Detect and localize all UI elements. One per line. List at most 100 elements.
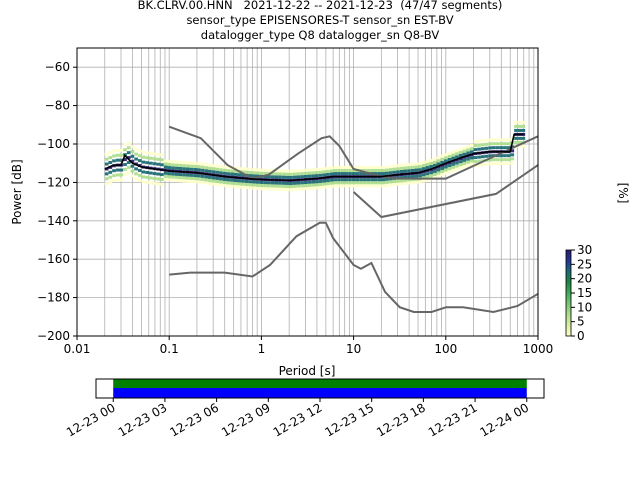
heatmap-cell xyxy=(362,172,367,176)
heatmap-cell xyxy=(484,146,489,150)
heatmap-cell xyxy=(373,178,378,182)
heatmap-cell xyxy=(348,172,352,176)
heatmap-cell xyxy=(410,162,415,166)
heatmap-cell xyxy=(149,176,153,180)
heatmap-cell xyxy=(130,159,135,163)
heatmap-cell xyxy=(488,142,492,146)
heatmap-cell xyxy=(137,149,142,153)
heatmap-cell xyxy=(373,184,378,188)
heatmap-cell xyxy=(322,185,327,189)
heatmap-cell xyxy=(359,172,363,176)
heatmap-cell xyxy=(171,172,175,176)
heatmap-cell xyxy=(281,181,286,185)
heatmap-cell xyxy=(359,178,363,182)
heatmap-cell xyxy=(410,165,415,169)
heatmap-cell xyxy=(163,162,168,166)
heatmap-cell xyxy=(318,167,323,171)
heatmap-cell xyxy=(178,179,183,183)
heatmap-cell xyxy=(359,184,363,188)
heatmap-cell xyxy=(506,146,511,150)
timeline-tick-label: 12-23 12 xyxy=(271,400,325,439)
heatmap-cell xyxy=(344,178,349,182)
heatmap-cell xyxy=(211,164,216,168)
heatmap-cell xyxy=(480,163,485,167)
noise-models xyxy=(168,125,539,314)
heatmap-cell xyxy=(182,167,186,171)
heatmap-cell xyxy=(466,157,470,161)
heatmap-cell xyxy=(407,166,411,170)
heatmap-cell xyxy=(215,164,220,168)
heatmap-cell xyxy=(200,181,205,185)
heatmap-cell xyxy=(185,161,190,165)
heatmap-cell xyxy=(185,164,190,168)
heatmap-cell xyxy=(462,152,467,156)
heatmap-cell xyxy=(466,163,470,167)
heatmap-cell xyxy=(418,180,422,184)
heatmap-cell xyxy=(278,169,282,173)
heatmap-cell xyxy=(521,136,526,140)
heatmap-cell xyxy=(348,181,352,185)
heatmap-cell xyxy=(174,172,179,176)
heatmap-cell xyxy=(340,168,345,172)
heatmap-cell xyxy=(259,171,264,175)
heatmap-cell xyxy=(514,120,518,124)
heatmap-cell xyxy=(351,172,356,176)
heatmap-cell xyxy=(307,180,312,184)
heatmap-cell xyxy=(307,171,312,175)
heatmap-cell xyxy=(425,166,430,170)
heatmap-cell xyxy=(119,168,124,172)
heatmap-cell xyxy=(289,169,293,173)
heatmap-cell xyxy=(222,168,227,172)
heatmap-cell xyxy=(171,160,175,164)
heatmap-cell xyxy=(108,180,113,184)
heatmap-cell xyxy=(267,184,271,188)
heatmap-cell xyxy=(403,169,408,173)
heatmap-cell xyxy=(440,166,445,170)
heatmap-cell xyxy=(432,163,437,167)
y-tick-label: −80 xyxy=(45,99,70,113)
heatmap-cell xyxy=(270,187,275,191)
colorbar-tick-label: 10 xyxy=(577,300,592,314)
heatmap-cell xyxy=(278,175,282,179)
heatmap-cell xyxy=(403,175,408,179)
heatmap-cell xyxy=(451,165,456,169)
heatmap-cell xyxy=(307,183,312,187)
heatmap-cell xyxy=(477,159,481,163)
heatmap-cell xyxy=(311,171,315,175)
heatmap-cell xyxy=(355,172,360,176)
heatmap-cell xyxy=(289,175,293,179)
heatmap-cell xyxy=(410,168,415,172)
heatmap-cell xyxy=(123,172,127,176)
heatmap-cell xyxy=(473,148,478,152)
heatmap-cell xyxy=(115,153,120,157)
heatmap-cell xyxy=(421,164,426,168)
heatmap-cell xyxy=(370,184,374,188)
heatmap-cell xyxy=(189,164,194,168)
heatmap-cell xyxy=(388,168,393,172)
heatmap-cell xyxy=(351,184,356,188)
heatmap-cell xyxy=(259,184,264,188)
heatmap-cell xyxy=(388,177,393,181)
heatmap-cell xyxy=(432,173,437,177)
heatmap-cell xyxy=(204,181,209,185)
heatmap-cell xyxy=(503,142,507,146)
heatmap-cell xyxy=(156,157,161,161)
heatmap-cell xyxy=(399,163,404,167)
heatmap-cell xyxy=(112,159,116,163)
timeline-tick-label: 12-23 18 xyxy=(374,400,428,439)
heatmap-cell xyxy=(193,167,197,171)
heatmap-cell xyxy=(355,181,360,185)
heatmap-cell xyxy=(444,168,448,172)
heatmap-cell xyxy=(241,179,245,183)
heatmap-cell xyxy=(396,179,400,183)
heatmap-cell xyxy=(208,163,212,167)
heatmap-cell xyxy=(237,185,242,189)
heatmap-cell xyxy=(469,162,474,166)
heatmap-cell xyxy=(377,184,382,188)
heatmap-cell xyxy=(204,166,209,170)
heatmap-cell xyxy=(447,154,452,158)
heatmap-cell xyxy=(248,180,253,184)
heatmap-cell xyxy=(469,147,474,151)
heatmap-cell xyxy=(171,178,175,182)
heatmap-cell xyxy=(399,179,404,183)
